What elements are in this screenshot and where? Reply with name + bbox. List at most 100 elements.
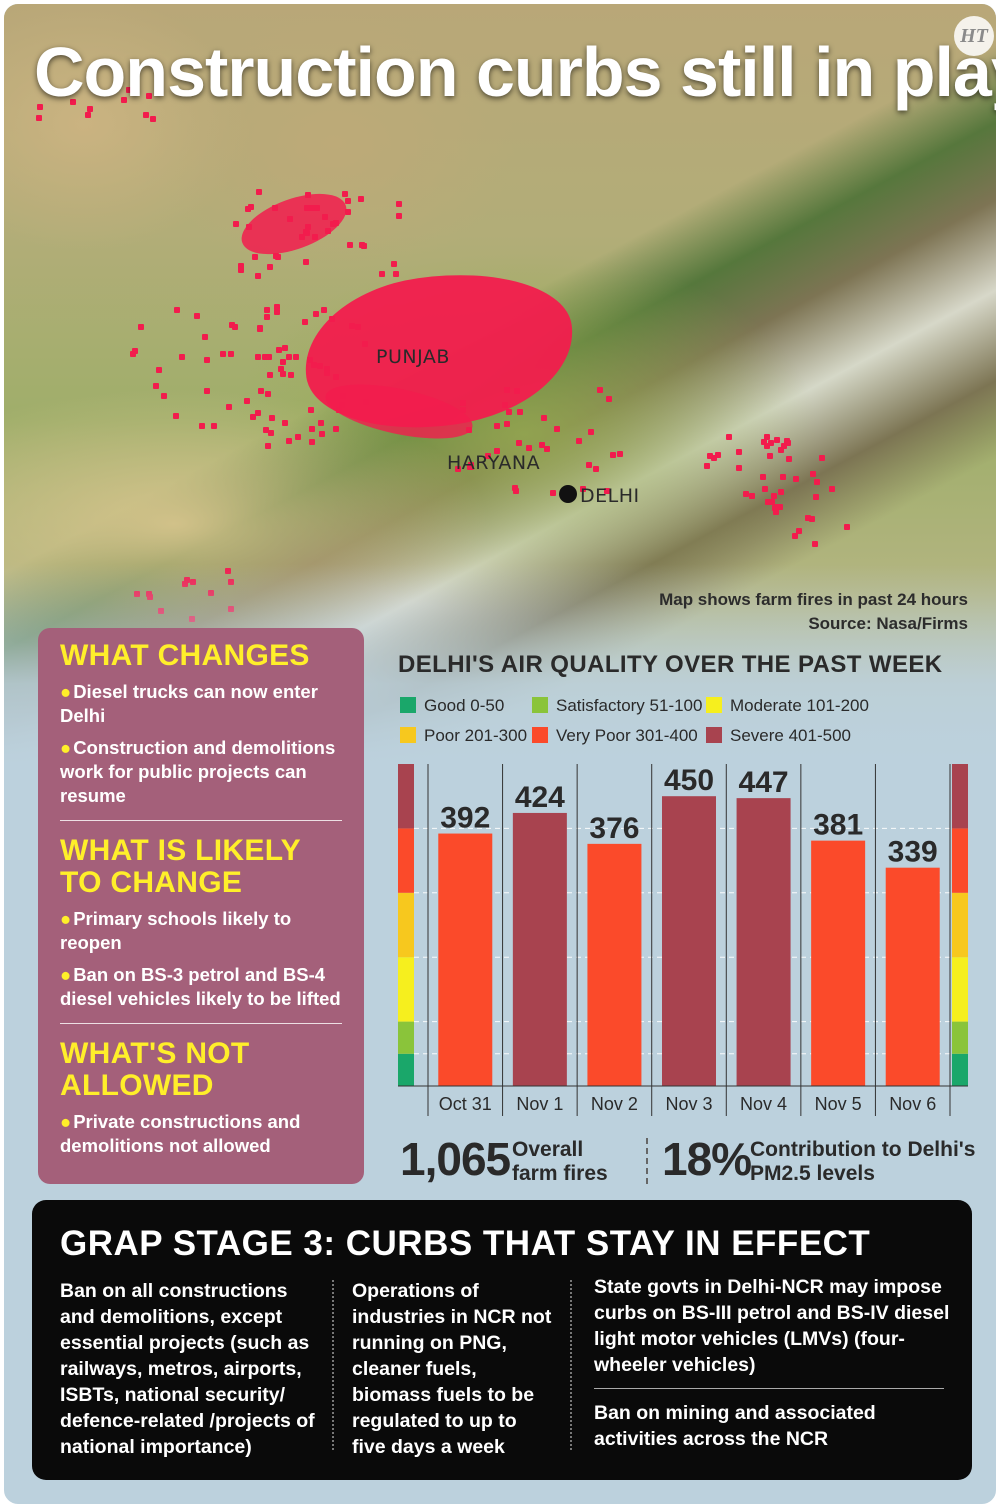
fire-dot <box>771 492 778 499</box>
fire-dot <box>579 485 586 492</box>
fire-dot <box>244 397 251 404</box>
ht-logo-icon: HT <box>954 16 994 56</box>
legend-swatch <box>706 697 722 713</box>
x-tick-label: Nov 3 <box>665 1094 712 1114</box>
aqi-scale-band <box>398 1053 414 1086</box>
fire-dot <box>328 316 335 323</box>
fire-dot <box>506 409 513 416</box>
fire-dot <box>238 267 245 274</box>
x-tick-label: Nov 5 <box>815 1094 862 1114</box>
legend-item: Severe 401-500 <box>706 726 851 746</box>
fire-dot <box>174 306 181 313</box>
fire-dot <box>767 439 774 446</box>
fire-dot <box>172 412 179 419</box>
divider <box>60 820 342 821</box>
fire-dot <box>493 422 500 429</box>
fire-dot <box>792 533 799 540</box>
changes-panel: WHAT CHANGES ● Diesel trucks can now ente… <box>38 628 364 1184</box>
fire-dot <box>142 111 149 118</box>
legend-item: Moderate 101-200 <box>706 696 869 716</box>
bar <box>736 798 791 1086</box>
fire-dot <box>265 390 272 397</box>
fire-dot <box>765 498 772 505</box>
fire-dot <box>504 420 511 427</box>
fire-dot <box>320 307 327 314</box>
bullet-icon: ● <box>60 908 72 929</box>
fire-dot <box>778 488 785 495</box>
fire-dot <box>232 221 239 228</box>
bar <box>512 812 567 1086</box>
page-title: Construction curbs still in play <box>34 33 1000 111</box>
map-source: Source: Nasa/Firms <box>808 614 968 633</box>
fire-dot <box>294 434 301 441</box>
fire-dot <box>342 190 349 197</box>
bar <box>811 840 866 1086</box>
fire-dot <box>287 215 294 222</box>
fire-dot <box>238 263 245 270</box>
fire-dot <box>161 392 168 399</box>
fire-dot <box>255 409 261 416</box>
fire-dot <box>194 313 201 320</box>
divider <box>332 1280 334 1450</box>
fire-dot <box>784 437 791 444</box>
fire-dot <box>225 403 232 410</box>
legend-label: Moderate 101-200 <box>730 696 869 715</box>
aqi-scale-band <box>398 957 414 1022</box>
divider <box>594 1388 944 1389</box>
fire-dot <box>279 370 286 377</box>
aqi-scale-band <box>398 828 414 893</box>
fire-dot <box>305 223 312 230</box>
fire-dot <box>540 414 547 421</box>
fire-dot <box>553 426 560 433</box>
fire-dot <box>512 488 519 495</box>
fire-dot <box>514 387 521 394</box>
fire-dot <box>348 323 355 330</box>
fire-dot <box>355 324 362 331</box>
fire-dot <box>254 354 261 361</box>
fire-dot <box>575 438 582 445</box>
fire-dot <box>538 441 545 448</box>
fire-dot <box>302 319 309 326</box>
section-heading: WHAT IS LIKELY TO CHANGE <box>60 834 301 899</box>
fire-dot <box>749 492 756 499</box>
fire-dot <box>318 420 325 427</box>
aqi-scale-band <box>952 828 968 893</box>
fire-dot <box>736 448 743 455</box>
fire-dot <box>85 112 92 119</box>
curb-construction: Ban on all constructions and demolitions… <box>60 1280 315 1458</box>
fire-dot <box>763 434 770 441</box>
fire-dot <box>263 306 270 313</box>
chart-title: DELHI'S AIR QUALITY OVER THE PAST WEEK <box>398 651 943 678</box>
fire-dot <box>813 493 820 500</box>
pm-contribution-value: 18% <box>662 1133 752 1185</box>
fire-dot <box>292 354 299 361</box>
fire-dot <box>814 479 821 486</box>
aqi-scale-band <box>398 1021 414 1054</box>
legend-swatch <box>532 697 548 713</box>
fire-dot <box>395 213 402 220</box>
fire-dot <box>761 439 768 446</box>
fire-dot <box>313 205 320 212</box>
fire-dot <box>255 188 262 195</box>
fire-dot <box>844 524 851 531</box>
aqi-scale-band <box>952 957 968 1022</box>
fire-dot <box>287 372 294 379</box>
fire-dot <box>274 309 281 316</box>
fire-dot <box>322 213 329 220</box>
fire-dot <box>466 426 473 433</box>
fire-dot <box>340 393 347 400</box>
fire-dot <box>467 461 474 468</box>
fire-dot <box>302 259 309 266</box>
legend-label: Very Poor 301-400 <box>556 726 698 745</box>
fire-dot <box>762 485 769 492</box>
fire-dot <box>318 430 325 437</box>
aqi-scale-band <box>952 1053 968 1086</box>
fire-dot <box>232 324 239 331</box>
fire-dot <box>87 105 94 112</box>
list-item: ● Diesel trucks can now enter Delhi <box>60 681 318 726</box>
bullet-icon: ● <box>60 1111 72 1132</box>
fire-dot <box>179 354 186 361</box>
fire-dot <box>390 261 397 268</box>
fire-dot <box>120 96 127 103</box>
fire-dot <box>312 234 319 241</box>
